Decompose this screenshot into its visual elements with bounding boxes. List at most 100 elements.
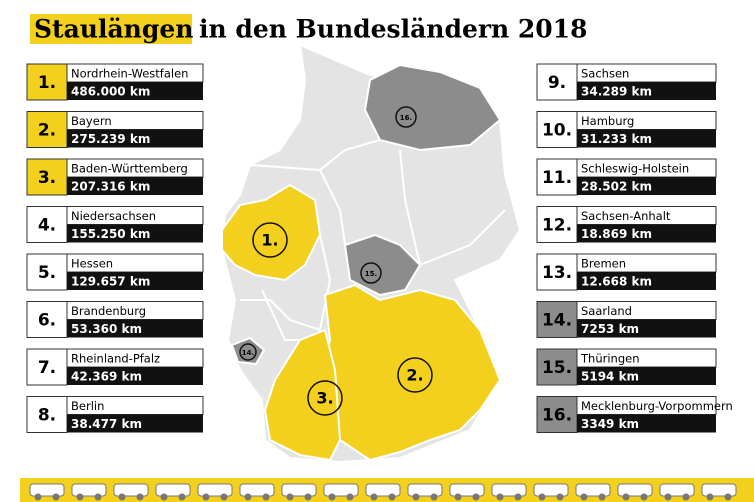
state-name: Saarland — [581, 304, 632, 318]
vehicle-wheel — [244, 493, 252, 501]
vehicle-wheel — [304, 493, 312, 501]
state-name: Mecklenburg-Vorpommern — [581, 399, 733, 413]
rank: 4. — [38, 216, 56, 236]
state-name: Berlin — [71, 399, 104, 413]
value-bar — [577, 272, 716, 290]
vehicle-wheel — [430, 493, 438, 501]
value-bar — [67, 367, 203, 385]
state-length: 7253 km — [581, 322, 639, 336]
vehicle-wheel — [514, 493, 522, 501]
vehicle-wheel — [682, 493, 690, 501]
state-length: 12.668 km — [581, 275, 652, 289]
vehicle-wheel — [556, 493, 564, 501]
value-bar — [577, 129, 716, 148]
vehicle-body — [617, 483, 653, 497]
map-marker-label: 2. — [406, 366, 423, 385]
vehicle-body — [491, 483, 527, 497]
rank-box — [536, 158, 578, 196]
region-nrw — [221, 183, 322, 282]
rank: 15. — [542, 358, 572, 378]
vehicle-body — [29, 483, 65, 497]
vehicle-wheel — [34, 493, 42, 501]
vehicle-wheel — [496, 493, 504, 501]
vehicle-wheel — [286, 493, 294, 501]
vehicle-wheel — [76, 493, 84, 501]
state-length: 155.250 km — [71, 227, 150, 241]
state-length: 207.316 km — [71, 180, 150, 194]
rank: 1. — [38, 73, 56, 93]
rank-box — [26, 348, 68, 386]
vehicle-wheel — [454, 493, 462, 501]
border — [319, 169, 346, 246]
region-bw — [263, 328, 342, 462]
map-marker — [252, 222, 288, 258]
rank: 8. — [38, 406, 56, 426]
rank: 11. — [542, 168, 572, 188]
rank: 6. — [38, 311, 56, 331]
vehicle-body — [365, 483, 401, 497]
value-bar — [67, 414, 203, 433]
vehicle-body — [155, 483, 191, 497]
rank: 2. — [38, 121, 56, 141]
vehicle-body — [449, 483, 485, 497]
state-name: Bremen — [581, 257, 626, 271]
rank-box — [536, 396, 578, 433]
border — [399, 149, 421, 266]
vehicle-wheel — [640, 493, 648, 501]
vehicle-wheel — [598, 493, 606, 501]
state-length: 31.233 km — [581, 132, 652, 146]
title-highlight: Staulängen — [34, 15, 193, 44]
state-length: 129.657 km — [71, 275, 150, 289]
vehicle-body — [407, 483, 443, 497]
border — [240, 234, 332, 332]
map-marker — [360, 262, 382, 284]
vehicle-wheel — [262, 493, 270, 501]
vehicle-wheel — [202, 493, 210, 501]
vehicle-wheel — [724, 493, 732, 501]
state-name: Sachsen — [581, 67, 629, 81]
vehicle-wheel — [622, 493, 630, 501]
value-bar — [67, 129, 203, 148]
state-name: Nordrhein-Westfalen — [71, 67, 188, 81]
region-saarland — [230, 336, 266, 366]
vehicle-wheel — [346, 493, 354, 501]
vehicle-wheel — [178, 493, 186, 501]
vehicle-wheel — [412, 493, 420, 501]
vehicle-body — [197, 483, 233, 497]
map-marker-label: 14. — [242, 349, 254, 357]
state-name: Thüringen — [580, 352, 639, 366]
map-marker-label: 16. — [400, 114, 412, 122]
state-name: Bayern — [71, 114, 112, 128]
title-highlight-bg — [30, 14, 192, 44]
state-length: 3349 km — [581, 417, 639, 431]
rank-box — [26, 301, 68, 338]
region-mv — [363, 63, 502, 152]
rank: 3. — [38, 168, 56, 188]
value-bar — [577, 367, 716, 385]
rank-box — [26, 253, 68, 291]
vehicle-wheel — [52, 493, 60, 501]
vehicle-body — [323, 483, 359, 497]
map-marker-label: 1. — [261, 231, 278, 250]
state-length: 34.289 km — [581, 85, 652, 99]
rank-box — [536, 206, 578, 243]
value-bar — [67, 319, 203, 338]
value-bar — [577, 82, 716, 100]
vehicle-body — [575, 483, 611, 497]
vehicle-wheel — [538, 493, 546, 501]
state-length: 53.360 km — [71, 322, 142, 336]
vehicle-wheel — [136, 493, 144, 501]
rank: 7. — [38, 358, 56, 378]
rank-box — [26, 111, 68, 148]
border — [249, 139, 381, 172]
border — [419, 209, 506, 266]
value-bar — [67, 82, 203, 100]
state-length: 275.239 km — [71, 132, 150, 146]
value-bar — [577, 414, 716, 433]
map — [220, 43, 522, 464]
vehicle-wheel — [160, 493, 168, 501]
vehicle-wheel — [370, 493, 378, 501]
value-bar — [577, 177, 716, 195]
vehicle-wheel — [664, 493, 672, 501]
